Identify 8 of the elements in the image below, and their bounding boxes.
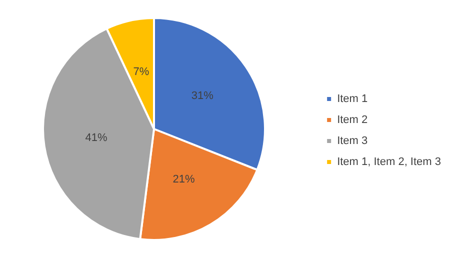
data-label: 7% (133, 66, 150, 78)
legend-label: Item 1, Item 2, Item 3 (337, 156, 442, 168)
legend-label: Item 2 (337, 114, 368, 126)
data-label: 31% (191, 90, 214, 102)
legend-label: Item 1 (337, 93, 368, 105)
data-label: 21% (172, 173, 195, 186)
legend-label: Item 3 (337, 135, 368, 147)
data-label: 41% (85, 132, 108, 144)
